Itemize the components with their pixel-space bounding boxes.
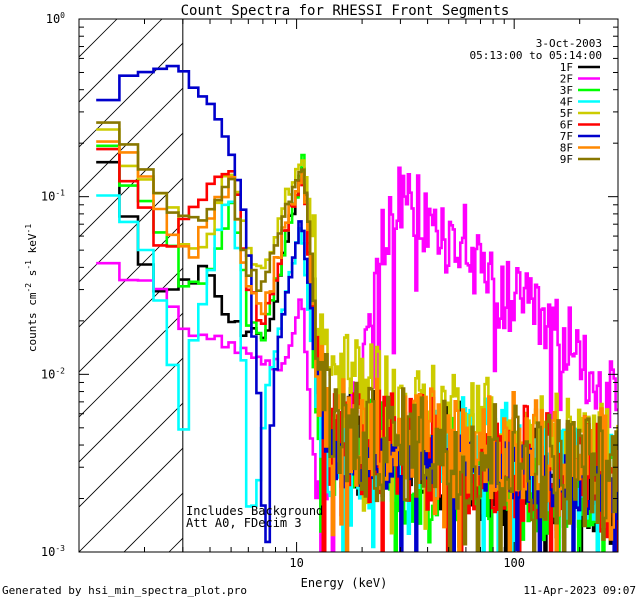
x-tick-label: 100 — [503, 556, 525, 570]
series-line-2F — [96, 166, 618, 552]
legend-label-5F: 5F — [560, 107, 573, 120]
hatch-line — [79, 222, 183, 328]
hatch-line — [79, 402, 183, 508]
x-axis-label: Energy (keV) — [301, 576, 388, 590]
hatch-region — [79, 19, 183, 552]
y-tick-label: 10-3 — [41, 544, 65, 559]
hatch-lines — [79, 19, 183, 552]
series-line-9F — [96, 121, 618, 552]
hatch-line — [79, 42, 183, 148]
date-label: 3-Oct-2003 — [536, 37, 602, 50]
legend-label-4F: 4F — [560, 96, 573, 109]
legend-label-8F: 8F — [560, 142, 573, 155]
x-tick-label: 10 — [289, 556, 303, 570]
y-tick-label: 100 — [46, 11, 65, 26]
y-axis-label: counts cm-2 s-1 keV-1 — [24, 224, 39, 352]
series-group — [96, 64, 618, 552]
time-range-label: 05:13:00 to 05:14:00 — [470, 49, 602, 62]
footer-timestamp: 11-Apr-2023 09:07 — [523, 584, 636, 597]
legend-label-3F: 3F — [560, 84, 573, 97]
legend-label-7F: 7F — [560, 130, 573, 143]
legend-label-6F: 6F — [560, 119, 573, 132]
legend-label-2F: 2F — [560, 73, 573, 86]
legend-label-9F: 9F — [560, 153, 573, 166]
hatch-line — [79, 267, 183, 373]
annotation-attenuator: Att A0, FDecim 3 — [186, 516, 302, 530]
y-tick-label: 10-1 — [41, 189, 65, 204]
hatch-line — [79, 87, 183, 193]
legend-label-1F: 1F — [560, 61, 573, 74]
hatch-line — [79, 447, 183, 552]
axes-frame — [78, 18, 619, 553]
footer-generated-by: Generated by hsi_min_spectra_plot.pro — [2, 584, 247, 597]
y-tick-label: 10-2 — [41, 366, 65, 381]
annotation-background: Includes Background — [186, 504, 323, 518]
chart-title: Count Spectra for RHESSI Front Segments — [181, 3, 510, 19]
plot-area: 10 100 100 10-1 10-2 10-3 — [41, 11, 619, 570]
